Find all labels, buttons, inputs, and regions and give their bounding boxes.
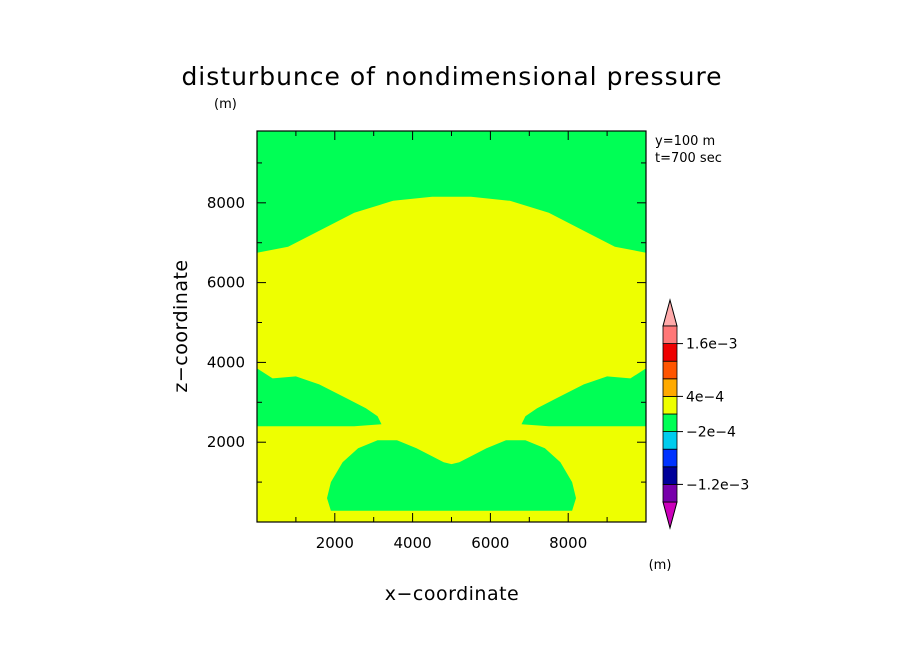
colorbar-label: −2e−4 (686, 425, 736, 441)
y-tick-label: 2000 (207, 433, 245, 451)
info-line-y: y=100 m (655, 134, 715, 149)
colorbar-label: 1.6e−3 (686, 337, 738, 353)
y-tick-label: 8000 (207, 194, 245, 212)
region-right-lobe (521, 368, 646, 427)
colorbar-box (662, 448, 678, 468)
y-axis-label: z−coordinate (170, 259, 192, 392)
y-tick-label: 4000 (207, 353, 245, 371)
x-axis-label: x−coordinate (385, 583, 520, 605)
colorbar-box (662, 431, 678, 450)
axes: 2000 4000 6000 8000 2000 4000 6000 8000 (207, 130, 647, 552)
x-tick-label: 8000 (549, 534, 587, 552)
colorbar-label: −1.2e−3 (686, 477, 749, 493)
info-line-t: t=700 sec (655, 151, 722, 166)
colorbar-min-arrow (662, 501, 678, 530)
colorbar: 1.6e−3 4e−4 −2e−4 −1.2e−3 (662, 298, 749, 530)
colorbar-unit: (m) (649, 558, 672, 573)
colorbar-box (662, 343, 678, 362)
title-unit: (m) (214, 97, 237, 112)
colorbar-box (662, 483, 678, 503)
x-tick-label: 6000 (471, 534, 509, 552)
colorbar-box (662, 325, 678, 345)
chart-title: disturbunce of nondimensional pressure (181, 62, 722, 91)
colorbar-box (662, 413, 678, 433)
plot-area (257, 131, 646, 522)
region-upper-band (257, 131, 646, 253)
colorbar-box (662, 360, 678, 380)
region-left-lobe (257, 368, 382, 427)
y-tick-label: 6000 (207, 274, 245, 292)
x-tick-label: 4000 (394, 534, 432, 552)
colorbar-label: 4e−4 (686, 389, 724, 405)
colorbar-box (662, 395, 678, 415)
colorbar-box (662, 378, 678, 397)
x-tick-label: 2000 (316, 534, 354, 552)
region-bottom-mounds (327, 440, 576, 511)
colorbar-box (662, 466, 678, 485)
colorbar-max-arrow (662, 298, 678, 327)
